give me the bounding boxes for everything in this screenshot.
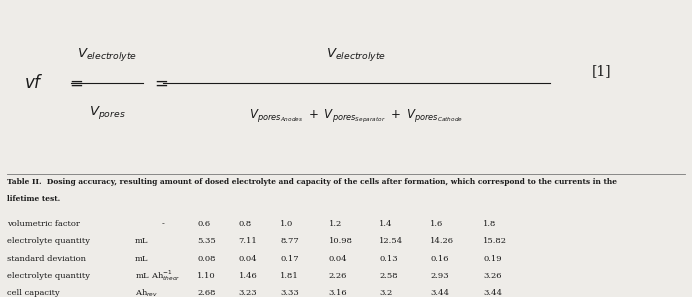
Text: $vf$: $vf$ <box>24 74 44 92</box>
Text: standard deviation: standard deviation <box>7 255 86 263</box>
Text: 1.46: 1.46 <box>239 272 257 280</box>
Text: 0.19: 0.19 <box>483 255 502 263</box>
Text: 3.23: 3.23 <box>239 289 257 297</box>
Text: 3.26: 3.26 <box>483 272 502 280</box>
Text: 3.2: 3.2 <box>379 289 392 297</box>
Text: 1.10: 1.10 <box>197 272 216 280</box>
Text: electrolyte quantity: electrolyte quantity <box>7 238 90 245</box>
Text: $V_{pores_{Anodes}}\ +\ V_{pores_{Separator}}\ +\ V_{pores_{Cathode}}$: $V_{pores_{Anodes}}\ +\ V_{pores_{Separa… <box>249 108 464 124</box>
Text: $V_{electrolyte}$: $V_{electrolyte}$ <box>77 46 138 63</box>
Text: 3.44: 3.44 <box>430 289 449 297</box>
Text: 2.58: 2.58 <box>379 272 398 280</box>
Text: volumetric factor: volumetric factor <box>7 220 80 228</box>
Text: 7.11: 7.11 <box>239 238 257 245</box>
Text: [1]: [1] <box>592 64 611 79</box>
Text: -: - <box>161 220 164 228</box>
Text: 0.08: 0.08 <box>197 255 216 263</box>
Text: 1.2: 1.2 <box>329 220 342 228</box>
Text: lifetime test.: lifetime test. <box>7 195 60 203</box>
Text: 1.81: 1.81 <box>280 272 299 280</box>
Text: mL: mL <box>135 255 149 263</box>
Text: 2.93: 2.93 <box>430 272 449 280</box>
Text: $V_{electrolyte}$: $V_{electrolyte}$ <box>326 46 387 63</box>
Text: 1.6: 1.6 <box>430 220 444 228</box>
Text: 1.8: 1.8 <box>483 220 496 228</box>
Text: 14.26: 14.26 <box>430 238 455 245</box>
Text: cell capacity: cell capacity <box>7 289 60 297</box>
Text: 12.54: 12.54 <box>379 238 403 245</box>
Text: 1.4: 1.4 <box>379 220 393 228</box>
Text: 0.6: 0.6 <box>197 220 210 228</box>
Text: 1.0: 1.0 <box>280 220 293 228</box>
Text: mL: mL <box>135 238 149 245</box>
Text: 2.26: 2.26 <box>329 272 347 280</box>
Text: 10.98: 10.98 <box>329 238 353 245</box>
Text: 8.77: 8.77 <box>280 238 299 245</box>
Text: 15.82: 15.82 <box>483 238 507 245</box>
Text: Table II.  Dosing accuracy, resulting amount of dosed electrolyte and capacity o: Table II. Dosing accuracy, resulting amo… <box>7 178 617 186</box>
Text: $V_{pores}$: $V_{pores}$ <box>89 104 126 121</box>
Text: electrolyte quantity: electrolyte quantity <box>7 272 90 280</box>
Text: 0.04: 0.04 <box>239 255 257 263</box>
Text: $=$: $=$ <box>66 75 83 92</box>
Text: 0.04: 0.04 <box>329 255 347 263</box>
Text: 5.35: 5.35 <box>197 238 216 245</box>
Text: mL Ah$^{-1}_{theor}$: mL Ah$^{-1}_{theor}$ <box>135 268 181 283</box>
Text: 0.16: 0.16 <box>430 255 449 263</box>
Text: 3.44: 3.44 <box>483 289 502 297</box>
Text: 0.13: 0.13 <box>379 255 398 263</box>
Text: Ah$_{rev}$: Ah$_{rev}$ <box>135 287 158 297</box>
Text: 2.68: 2.68 <box>197 289 216 297</box>
Text: 3.16: 3.16 <box>329 289 347 297</box>
Text: 0.17: 0.17 <box>280 255 299 263</box>
Text: 3.33: 3.33 <box>280 289 299 297</box>
Text: $=$: $=$ <box>151 75 168 92</box>
Text: 0.8: 0.8 <box>239 220 252 228</box>
